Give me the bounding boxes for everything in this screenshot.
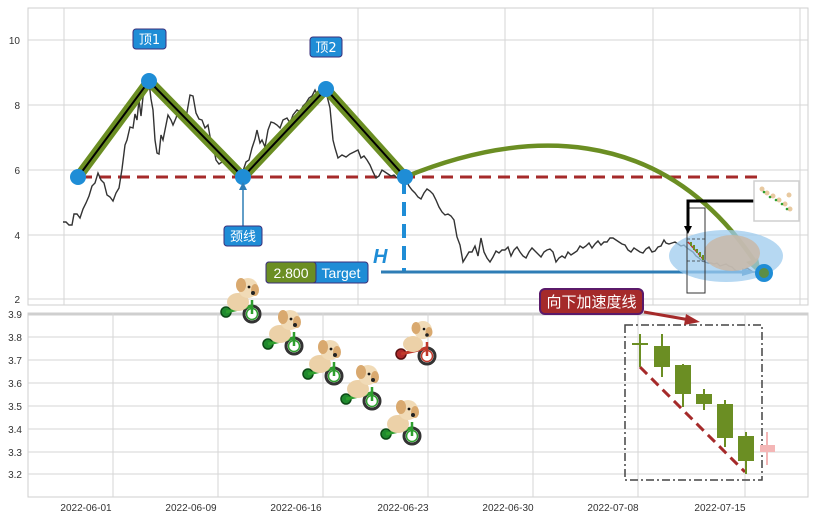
zoom-detail-box [624, 324, 763, 481]
neckline-callout-arrowhead [239, 182, 247, 190]
zoom-source-box [686, 207, 706, 294]
x-axis: 2022-06-01 2022-06-09 2022-06-16 2022-06… [60, 503, 746, 514]
mini-accel-line [687, 241, 704, 260]
target-label-text: Target [322, 265, 361, 281]
top1-point [141, 73, 157, 89]
neckline-label: 颈线 [223, 225, 263, 247]
start-point [70, 169, 86, 185]
xtick: 2022-06-16 [270, 503, 322, 514]
xtick: 2022-06-23 [377, 503, 429, 514]
projection-arc-arrow [404, 143, 757, 264]
xtick: 2022-07-15 [694, 503, 746, 514]
thumbnail-dogs-icon [759, 186, 793, 212]
candle [632, 334, 648, 367]
connector-arrowhead [684, 226, 692, 234]
top2-label-text: 顶2 [315, 41, 336, 56]
candle [717, 400, 733, 447]
accel-arrowhead [684, 314, 700, 325]
thumbnail-connector [686, 199, 756, 228]
target-point-inner [759, 268, 769, 278]
target-label: 2.800 Target [265, 261, 369, 284]
bottom-y-axis: 3.9 3.8 3.7 3.6 3.5 3.4 3.3 3.2 [8, 310, 22, 481]
top1-label-text: 顶1 [139, 33, 160, 48]
inner-highlight-ellipse [704, 235, 760, 271]
ytick: 2 [14, 295, 20, 306]
candlesticks [632, 334, 775, 474]
ytick: 3.7 [8, 356, 22, 367]
mini-candles [690, 242, 704, 260]
candle [654, 334, 670, 377]
top-y-axis: 10 8 6 4 2 [9, 36, 21, 306]
height-label: H [373, 246, 388, 268]
xtick: 2022-06-01 [60, 503, 112, 514]
accel-line-label-text: 向下加速度线 [546, 293, 636, 311]
ytick: 4 [14, 231, 20, 242]
ytick: 10 [9, 36, 21, 47]
candle [738, 432, 754, 474]
ytick: 3.9 [8, 310, 22, 321]
pattern-points [70, 73, 413, 185]
xtick: 2022-06-09 [165, 503, 217, 514]
ytick: 3.6 [8, 379, 22, 390]
ytick: 3.3 [8, 448, 22, 459]
xtick: 2022-07-08 [587, 503, 639, 514]
ytick: 6 [14, 166, 20, 177]
top-panel: 10 8 6 4 2 H [9, 7, 809, 306]
accel-line-label: 向下加速度线 [539, 288, 644, 315]
breakout-point [397, 169, 413, 185]
accel-label-arrow [643, 310, 691, 322]
ytick: 3.8 [8, 333, 22, 344]
candle-ghost [760, 432, 775, 465]
ytick: 3.4 [8, 425, 22, 436]
candle [675, 364, 691, 407]
top2-point [318, 81, 334, 97]
neckline-point [235, 169, 251, 185]
top2-label: 顶2 [309, 36, 343, 58]
target-value-text: 2.800 [273, 265, 308, 281]
ytick: 3.2 [8, 470, 22, 481]
neckline-label-text: 颈线 [230, 230, 256, 245]
ytick: 3.5 [8, 402, 22, 413]
top1-label: 顶1 [132, 28, 167, 50]
ytick: 8 [14, 101, 20, 112]
xtick: 2022-06-30 [482, 503, 534, 514]
acceleration-line [638, 365, 747, 474]
candle [696, 389, 712, 410]
